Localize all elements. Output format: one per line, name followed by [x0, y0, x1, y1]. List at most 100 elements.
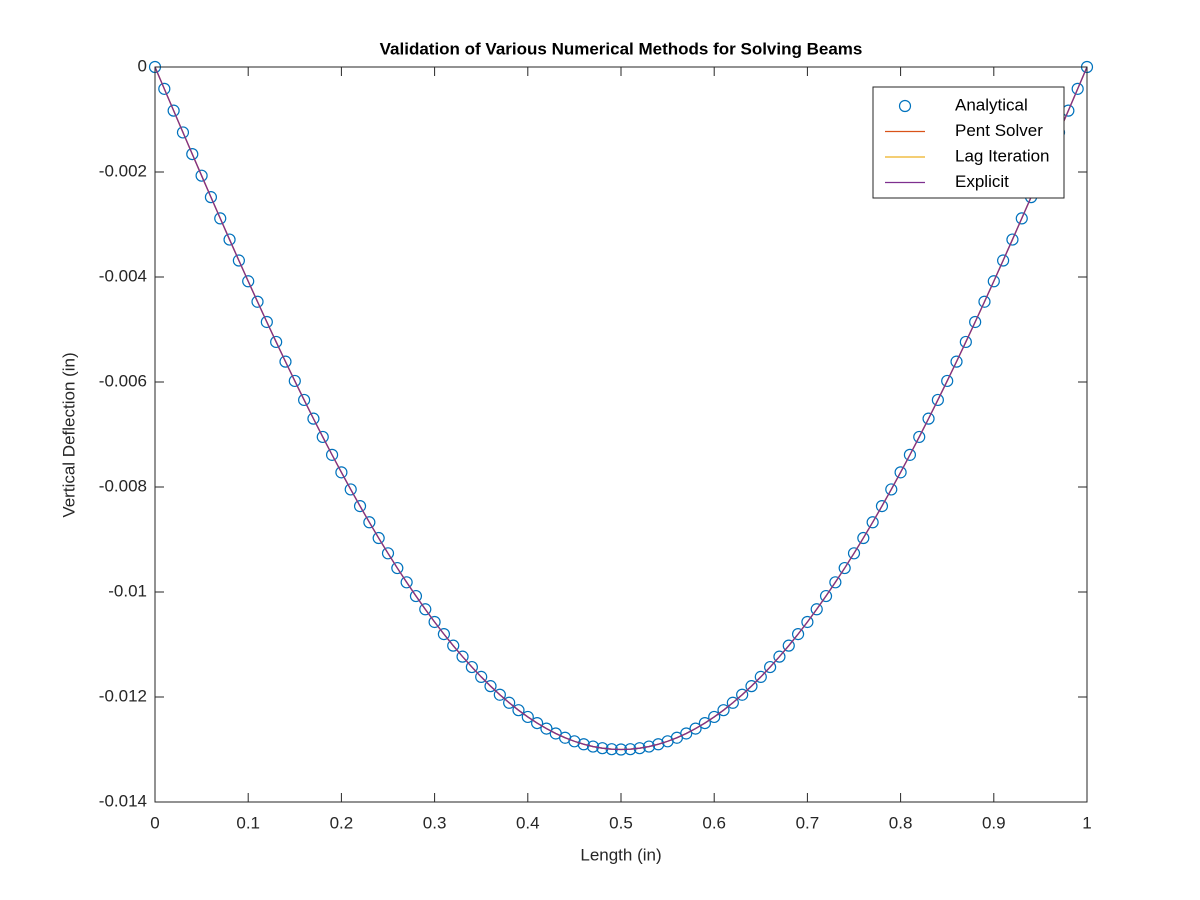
data-point	[214, 212, 227, 225]
data-point	[186, 147, 199, 161]
data-point	[503, 696, 516, 709]
data-point	[866, 516, 879, 529]
data-point	[437, 628, 451, 641]
data-point	[959, 335, 972, 349]
legend-label: Pent Solver	[955, 121, 1043, 140]
data-point	[652, 738, 665, 751]
data-point	[372, 531, 385, 545]
data-point	[987, 275, 1000, 288]
y-tick-label: -0.014	[99, 791, 147, 810]
data-point	[913, 430, 926, 444]
data-point	[754, 670, 767, 683]
data-point	[344, 483, 357, 496]
x-tick-label: 0.7	[796, 813, 820, 832]
data-point	[829, 576, 842, 589]
data-point	[577, 738, 590, 751]
data-point	[521, 710, 534, 724]
data-point	[791, 628, 805, 641]
data-point	[204, 191, 218, 204]
y-tick-label: -0.012	[99, 686, 147, 705]
legend-box	[872, 86, 1065, 199]
y-tick-label: -0.006	[99, 371, 147, 390]
data-point	[428, 615, 441, 629]
data-point	[400, 576, 413, 589]
x-tick-label: 0.4	[516, 813, 540, 832]
data-point	[251, 295, 264, 308]
data-point	[847, 547, 861, 560]
data-point	[773, 650, 786, 663]
x-tick-label: 0.2	[330, 813, 354, 832]
data-point	[1071, 82, 1084, 95]
data-point	[857, 531, 870, 545]
data-point	[568, 735, 581, 748]
series-line	[154, 66, 1088, 751]
data-point	[270, 335, 283, 349]
data-point	[698, 716, 711, 730]
data-point	[736, 688, 749, 701]
data-point	[260, 315, 273, 329]
data-point	[764, 660, 777, 674]
data-point	[680, 727, 693, 740]
data-point	[875, 500, 889, 513]
data-point	[941, 374, 954, 388]
data-point	[391, 561, 404, 575]
data-point	[307, 412, 320, 425]
data-point	[419, 603, 432, 616]
data-point	[950, 355, 963, 368]
data-point	[279, 355, 292, 368]
y-axis-label: Vertical Deflection (in)	[59, 352, 78, 517]
data-point	[456, 650, 469, 663]
x-tick-label: 1	[1082, 813, 1091, 832]
data-point	[232, 254, 245, 267]
y-tick-label: -0.008	[99, 476, 147, 495]
data-point	[176, 126, 190, 139]
data-point	[969, 315, 982, 329]
data-point	[363, 516, 376, 529]
data-point	[465, 660, 478, 674]
data-point	[819, 589, 833, 603]
data-point	[242, 275, 255, 288]
data-point	[810, 603, 823, 616]
data-point	[894, 466, 907, 479]
data-point	[316, 430, 329, 444]
data-point	[689, 722, 702, 735]
x-tick-label: 0	[150, 813, 159, 832]
data-point	[540, 722, 553, 735]
y-tick-label: -0.01	[108, 581, 147, 600]
x-tick-label: 0.1	[236, 813, 260, 832]
x-tick-label: 0.9	[982, 813, 1006, 832]
legend-label: Analytical	[955, 95, 1028, 114]
data-point	[838, 561, 851, 575]
legend-label: Lag Iteration	[955, 146, 1050, 165]
data-point	[447, 639, 460, 652]
x-tick-label: 0.3	[423, 813, 447, 832]
data-point	[782, 639, 795, 652]
data-point	[493, 688, 506, 701]
data-point	[726, 696, 739, 709]
data-point	[158, 82, 171, 95]
data-point	[745, 680, 758, 693]
x-tick-label: 0.6	[702, 813, 726, 832]
data-point	[978, 295, 991, 308]
chart-title: Validation of Various Numerical Methods …	[380, 39, 863, 58]
data-point	[997, 254, 1010, 267]
data-point	[512, 704, 525, 717]
y-tick-label: -0.004	[99, 266, 147, 285]
y-tick-label: -0.002	[99, 161, 147, 180]
data-point	[409, 589, 423, 603]
axes-box	[154, 66, 1088, 803]
data-point	[298, 393, 311, 407]
data-point	[223, 233, 236, 246]
data-point	[288, 374, 301, 388]
data-point	[1006, 233, 1019, 246]
data-point	[903, 448, 917, 461]
data-point	[801, 615, 814, 629]
data-point	[922, 412, 935, 425]
data-point	[195, 169, 208, 182]
data-point	[475, 670, 488, 683]
legend-label: Explicit	[955, 172, 1009, 191]
data-point	[335, 466, 348, 479]
data-point	[885, 483, 898, 496]
legend-marker	[898, 99, 912, 113]
